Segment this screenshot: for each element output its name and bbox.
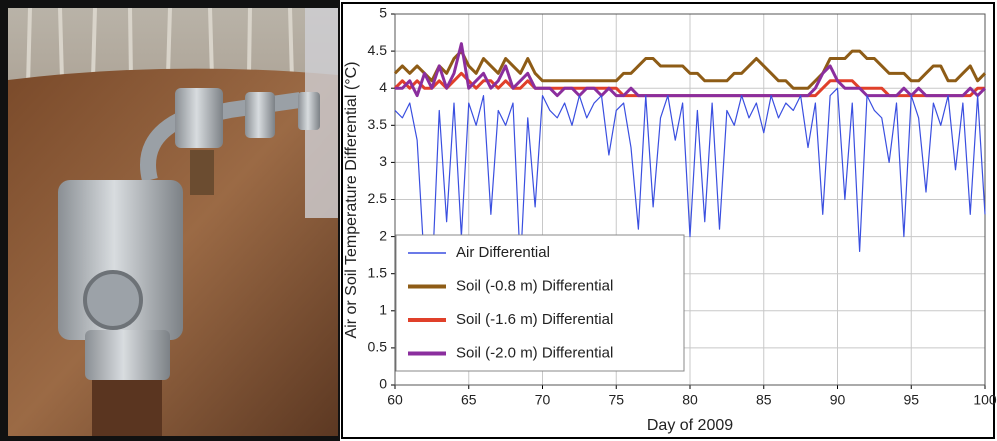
x-tick-label: 85 (756, 392, 772, 408)
data-line (394, 87, 986, 282)
legend-label: Soil (-1.6 m) Differential (456, 311, 613, 328)
legend-box (395, 234, 685, 372)
y-tick-label: 3 (379, 153, 387, 169)
tree-trunks (26, 7, 294, 86)
y-tick-label: 2.5 (368, 190, 388, 206)
x-tick-label: 90 (830, 392, 846, 408)
x-axis-title: Day of 2009 (647, 417, 733, 434)
data-line (395, 42, 987, 98)
legend-label: Soil (-0.8 m) Differential (456, 277, 613, 294)
y-tick-label: 1 (379, 302, 387, 318)
box-cap (83, 270, 143, 330)
legend-label: Soil (-2.0 m) Differential (456, 344, 613, 361)
y-axis-title: Air or Soil Temperature Differential (°C… (343, 61, 360, 338)
y-tick-label: 0.5 (368, 339, 388, 355)
junction-box-base (85, 330, 170, 380)
plot-area (394, 13, 986, 386)
x-tick-label: 100 (973, 392, 997, 408)
y-tick-label: 0 (379, 376, 387, 392)
photo (0, 0, 340, 441)
x-tick-label: 60 (387, 392, 403, 408)
x-tick-label: 80 (682, 392, 698, 408)
y-tick-label: 1.5 (368, 264, 388, 280)
x-tick-label: 65 (461, 392, 477, 408)
x-tick-label: 75 (608, 392, 624, 408)
junction-box (245, 92, 275, 138)
y-tick-label: 5 (379, 5, 387, 21)
junction-box (298, 92, 320, 130)
y-tick-label: 3.5 (368, 116, 388, 132)
y-tick-label: 2 (379, 227, 387, 243)
data-line (393, 49, 987, 90)
x-tick-label: 70 (535, 392, 551, 408)
y-tick-label: 4.5 (368, 42, 388, 58)
y-tick-label: 4 (379, 79, 387, 95)
x-tick-label: 95 (903, 392, 919, 408)
junction-box (175, 88, 223, 148)
post (190, 150, 214, 195)
legend-label: Air Differential (456, 244, 550, 261)
